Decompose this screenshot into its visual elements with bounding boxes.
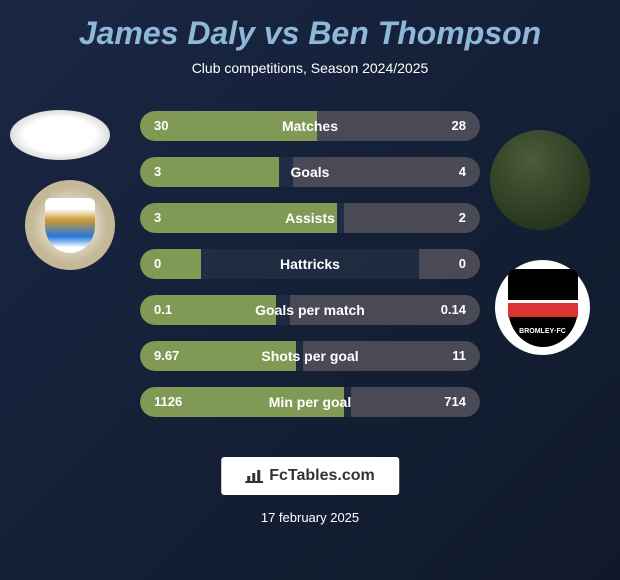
stat-label: Shots per goal: [261, 341, 358, 371]
stat-value-right: 2: [459, 203, 466, 233]
stat-value-right: 0: [459, 249, 466, 279]
stat-value-left: 0.1: [154, 295, 172, 325]
stat-value-left: 0: [154, 249, 161, 279]
stat-label: Matches: [282, 111, 338, 141]
stat-value-right: 28: [452, 111, 466, 141]
stat-label: Goals per match: [255, 295, 365, 325]
stat-value-left: 30: [154, 111, 168, 141]
stat-value-left: 1126: [154, 387, 182, 417]
stat-value-left: 3: [154, 157, 161, 187]
player-avatar-left: [10, 110, 110, 160]
stat-bar-left: [140, 249, 201, 279]
stat-row: 30 Matches 28: [140, 111, 480, 141]
stat-label: Goals: [291, 157, 330, 187]
brand-text: FcTables.com: [269, 467, 375, 485]
stat-row: 1126 Min per goal 714: [140, 387, 480, 417]
stat-value-right: 0.14: [441, 295, 466, 325]
stat-row: 0.1 Goals per match 0.14: [140, 295, 480, 325]
stat-row: 9.67 Shots per goal 11: [140, 341, 480, 371]
footer-date: 17 february 2025: [261, 510, 359, 525]
stat-value-right: 4: [459, 157, 466, 187]
stat-bar-right: [419, 249, 480, 279]
stat-label: Min per goal: [269, 387, 351, 417]
stat-row: 3 Goals 4: [140, 157, 480, 187]
chart-icon: [245, 469, 263, 483]
stat-row: 3 Assists 2: [140, 203, 480, 233]
club-badge-left: [25, 180, 115, 270]
comparison-title: James Daly vs Ben Thompson: [0, 0, 620, 52]
stat-value-right: 714: [444, 387, 466, 417]
brand-badge: FcTables.com: [221, 457, 399, 495]
stat-value-left: 3: [154, 203, 161, 233]
stat-label: Hattricks: [280, 249, 340, 279]
stat-value-right: 11: [452, 341, 466, 371]
comparison-subtitle: Club competitions, Season 2024/2025: [0, 60, 620, 76]
stat-row: 0 Hattricks 0: [140, 249, 480, 279]
player-avatar-right: [490, 130, 590, 230]
club-right-name: BROMLEY·FC: [508, 328, 578, 335]
stat-label: Assists: [285, 203, 335, 233]
club-badge-right: BROMLEY·FC: [495, 260, 590, 355]
stat-value-left: 9.67: [154, 341, 179, 371]
